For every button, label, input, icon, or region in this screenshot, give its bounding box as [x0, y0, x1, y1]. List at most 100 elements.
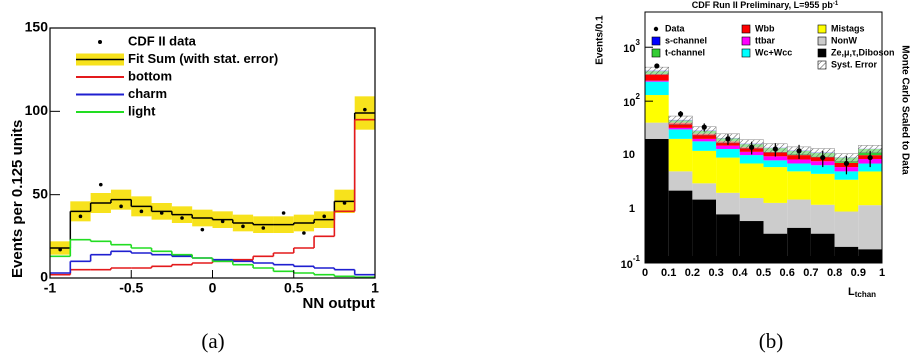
x-axis-label-subscript: tchan: [855, 290, 876, 299]
x-tick-label: 0.2: [685, 267, 700, 279]
x-tick-label: 0.6: [780, 267, 795, 279]
x-tick-label: 0.7: [803, 267, 818, 279]
data-point: [200, 227, 205, 232]
stack-segment: [668, 190, 693, 263]
data-point: [322, 214, 327, 219]
stack-segment: [692, 141, 717, 151]
stack-segment: [716, 214, 740, 263]
y-tick-label-exponent: -1: [633, 254, 641, 263]
x-tick-label: 0.5: [756, 267, 771, 279]
y-tick-label-base: 10: [621, 259, 633, 271]
stack-segment: [834, 211, 859, 247]
legend-label: Syst. Error: [831, 59, 878, 69]
stack-segment: [858, 249, 882, 263]
data-point: [58, 247, 62, 252]
data-point: [98, 182, 103, 187]
data-point: [843, 160, 850, 167]
stack-segment: [763, 202, 788, 234]
y-axis-label: Events per 0.125 units: [9, 120, 26, 278]
y-tick-label-exponent: 3: [636, 38, 641, 47]
stack-segment: [668, 138, 693, 172]
x-tick-label: 0.1: [661, 267, 676, 279]
stack-segment: [858, 171, 882, 206]
x-tick-label: 0: [209, 280, 217, 296]
x-tick-label: -0.5: [119, 280, 143, 296]
x-tick-label: 0.8: [827, 267, 842, 279]
y-tick-label: 100: [25, 102, 49, 118]
y-tick-label: 102: [623, 92, 640, 109]
legend-symbol: [651, 36, 661, 46]
chart-title-exponent: -1: [833, 1, 839, 7]
stack-segment: [834, 246, 859, 263]
data-point: [302, 231, 306, 235]
stack-segment: [763, 156, 788, 161]
legend-label: NonW: [831, 35, 857, 45]
y-tick-label: 50: [32, 185, 48, 201]
data-point: [654, 63, 660, 69]
data-point: [139, 209, 144, 214]
legend-symbol: [651, 48, 661, 58]
y-tick-label: 150: [25, 19, 49, 35]
data-point: [342, 201, 347, 205]
data-point: [701, 124, 707, 130]
data-point: [180, 216, 184, 220]
syst-error-band: [668, 115, 693, 125]
data-point: [363, 107, 367, 112]
stack-segment: [716, 192, 740, 215]
stack-segment: [810, 204, 835, 234]
y-axis-label: Events/0.1: [595, 15, 606, 65]
stack-segment: [810, 233, 835, 263]
legend-symbol: [817, 24, 827, 34]
data-point: [220, 219, 225, 224]
legend-label: Ze,μ,τ,Diboson: [831, 47, 895, 57]
stack-segment: [739, 198, 764, 222]
stack-segment: [739, 155, 764, 164]
x-tick-label: 1: [371, 280, 379, 296]
stack-segment: [716, 145, 740, 149]
legend-symbol: [741, 24, 751, 34]
x-axis-label: Ltchan: [848, 286, 876, 299]
data-point: [78, 214, 83, 219]
legend-label: t-channel: [665, 47, 705, 57]
stack-segment: [692, 199, 717, 263]
stack-segment: [787, 199, 811, 228]
stack-segment: [645, 81, 669, 96]
data-point: [119, 204, 123, 209]
stack-segment: [787, 159, 811, 164]
stack-segment: [763, 233, 788, 263]
x-axis-label-base: L: [848, 286, 855, 298]
legend-label: charm: [128, 86, 167, 101]
stack-segment: [739, 221, 764, 263]
data-point: [772, 146, 778, 152]
legend-label: Wbb: [755, 23, 775, 33]
y-tick-label: 0: [40, 269, 48, 285]
legend-symbol: [98, 40, 102, 44]
legend-label: Data: [665, 23, 686, 33]
stack-segment: [858, 205, 882, 250]
stack-segment: [692, 133, 717, 139]
legend-label: s-channel: [665, 35, 707, 45]
y-tick-label: 1: [629, 203, 635, 215]
x-tick-label: -1: [44, 280, 57, 296]
stack-segment: [692, 150, 717, 184]
data-point: [241, 224, 245, 229]
stack-segment: [716, 157, 740, 193]
data-point: [281, 211, 286, 215]
data-point: [159, 211, 164, 215]
stack-segment: [834, 179, 859, 212]
legend-symbol: [817, 60, 827, 70]
x-axis-label: NN output: [303, 295, 375, 312]
stack-segment: [645, 80, 669, 82]
stack-segment: [645, 122, 669, 139]
legend-symbol: [741, 48, 751, 58]
stack-segment: [739, 163, 764, 199]
x-tick-label: 0.9: [851, 267, 866, 279]
x-tick-label: 0.3: [708, 267, 723, 279]
data-point: [820, 154, 826, 161]
y-tick-label-base: 10: [623, 97, 635, 109]
data-point: [725, 136, 731, 142]
legend-label: Wc+Wcc: [755, 47, 792, 57]
legend-symbol: [653, 26, 659, 32]
legend-label: bottom: [128, 68, 172, 83]
